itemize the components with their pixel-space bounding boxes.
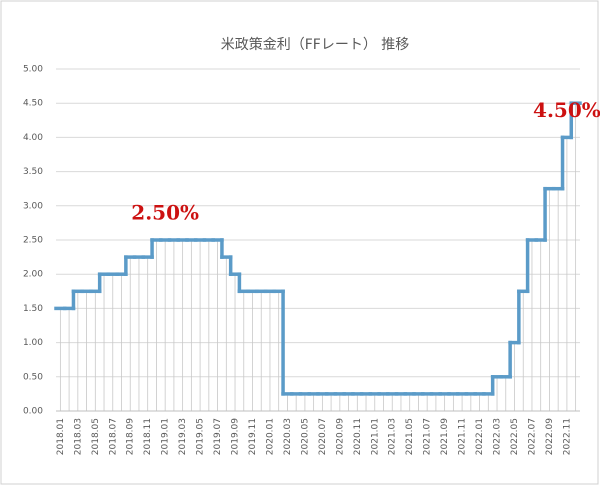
x-tick-label: 2018.07 [108,418,118,455]
y-tick-label: 2.50 [23,236,43,246]
y-tick-label: 0.50 [23,372,43,382]
y-tick-label: 3.00 [23,201,43,211]
x-tick-label: 2018.05 [91,418,101,455]
x-tick-label: 2021.03 [388,418,398,455]
chart-title: 米政策金利（FFレート） 推移 [221,36,410,53]
x-tick-label: 2018.01 [56,418,66,455]
y-tick-label: 1.00 [23,338,43,348]
x-tick-label: 2022.01 [475,418,485,455]
y-tick-label: 4.50 [23,99,43,109]
x-tick-label: 2020.07 [318,418,328,455]
y-tick-label: 5.00 [23,65,43,75]
annotation: 2.50% [131,201,199,225]
x-tick-label: 2021.09 [440,418,450,455]
x-tick-label: 2022.03 [493,418,503,455]
y-tick-label: 1.50 [23,304,43,314]
x-tick-label: 2020.01 [265,418,275,455]
x-tick-label: 2019.11 [248,418,258,455]
y-tick-label: 2.00 [23,270,43,280]
x-tick-label: 2019.07 [213,418,223,455]
annotation: 4.50% [533,98,600,122]
x-tick-label: 2019.05 [196,418,206,455]
x-tick-label: 2021.05 [405,418,415,455]
x-tick-label: 2022.11 [562,418,572,455]
y-tick-label: 0.00 [23,407,43,417]
x-tick-label: 2020.03 [283,418,293,455]
x-tick-label: 2019.03 [178,418,188,455]
y-tick-label: 3.50 [23,167,43,177]
x-tick-label: 2020.11 [353,418,363,455]
x-tick-label: 2022.09 [545,418,555,455]
x-tick-label: 2020.09 [335,418,345,455]
x-tick-label: 2018.11 [143,418,153,455]
x-tick-label: 2022.05 [510,418,520,455]
y-tick-label: 4.00 [23,133,43,143]
x-tick-label: 2018.03 [73,418,83,455]
x-tick-label: 2020.05 [300,418,310,455]
x-tick-label: 2019.09 [231,418,241,455]
x-tick-label: 2021.01 [370,418,380,455]
x-tick-label: 2021.07 [423,418,433,455]
x-tick-label: 2018.09 [126,418,136,455]
x-tick-label: 2021.11 [458,418,468,455]
x-tick-label: 2019.01 [161,418,171,455]
x-tick-label: 2022.07 [527,418,537,455]
